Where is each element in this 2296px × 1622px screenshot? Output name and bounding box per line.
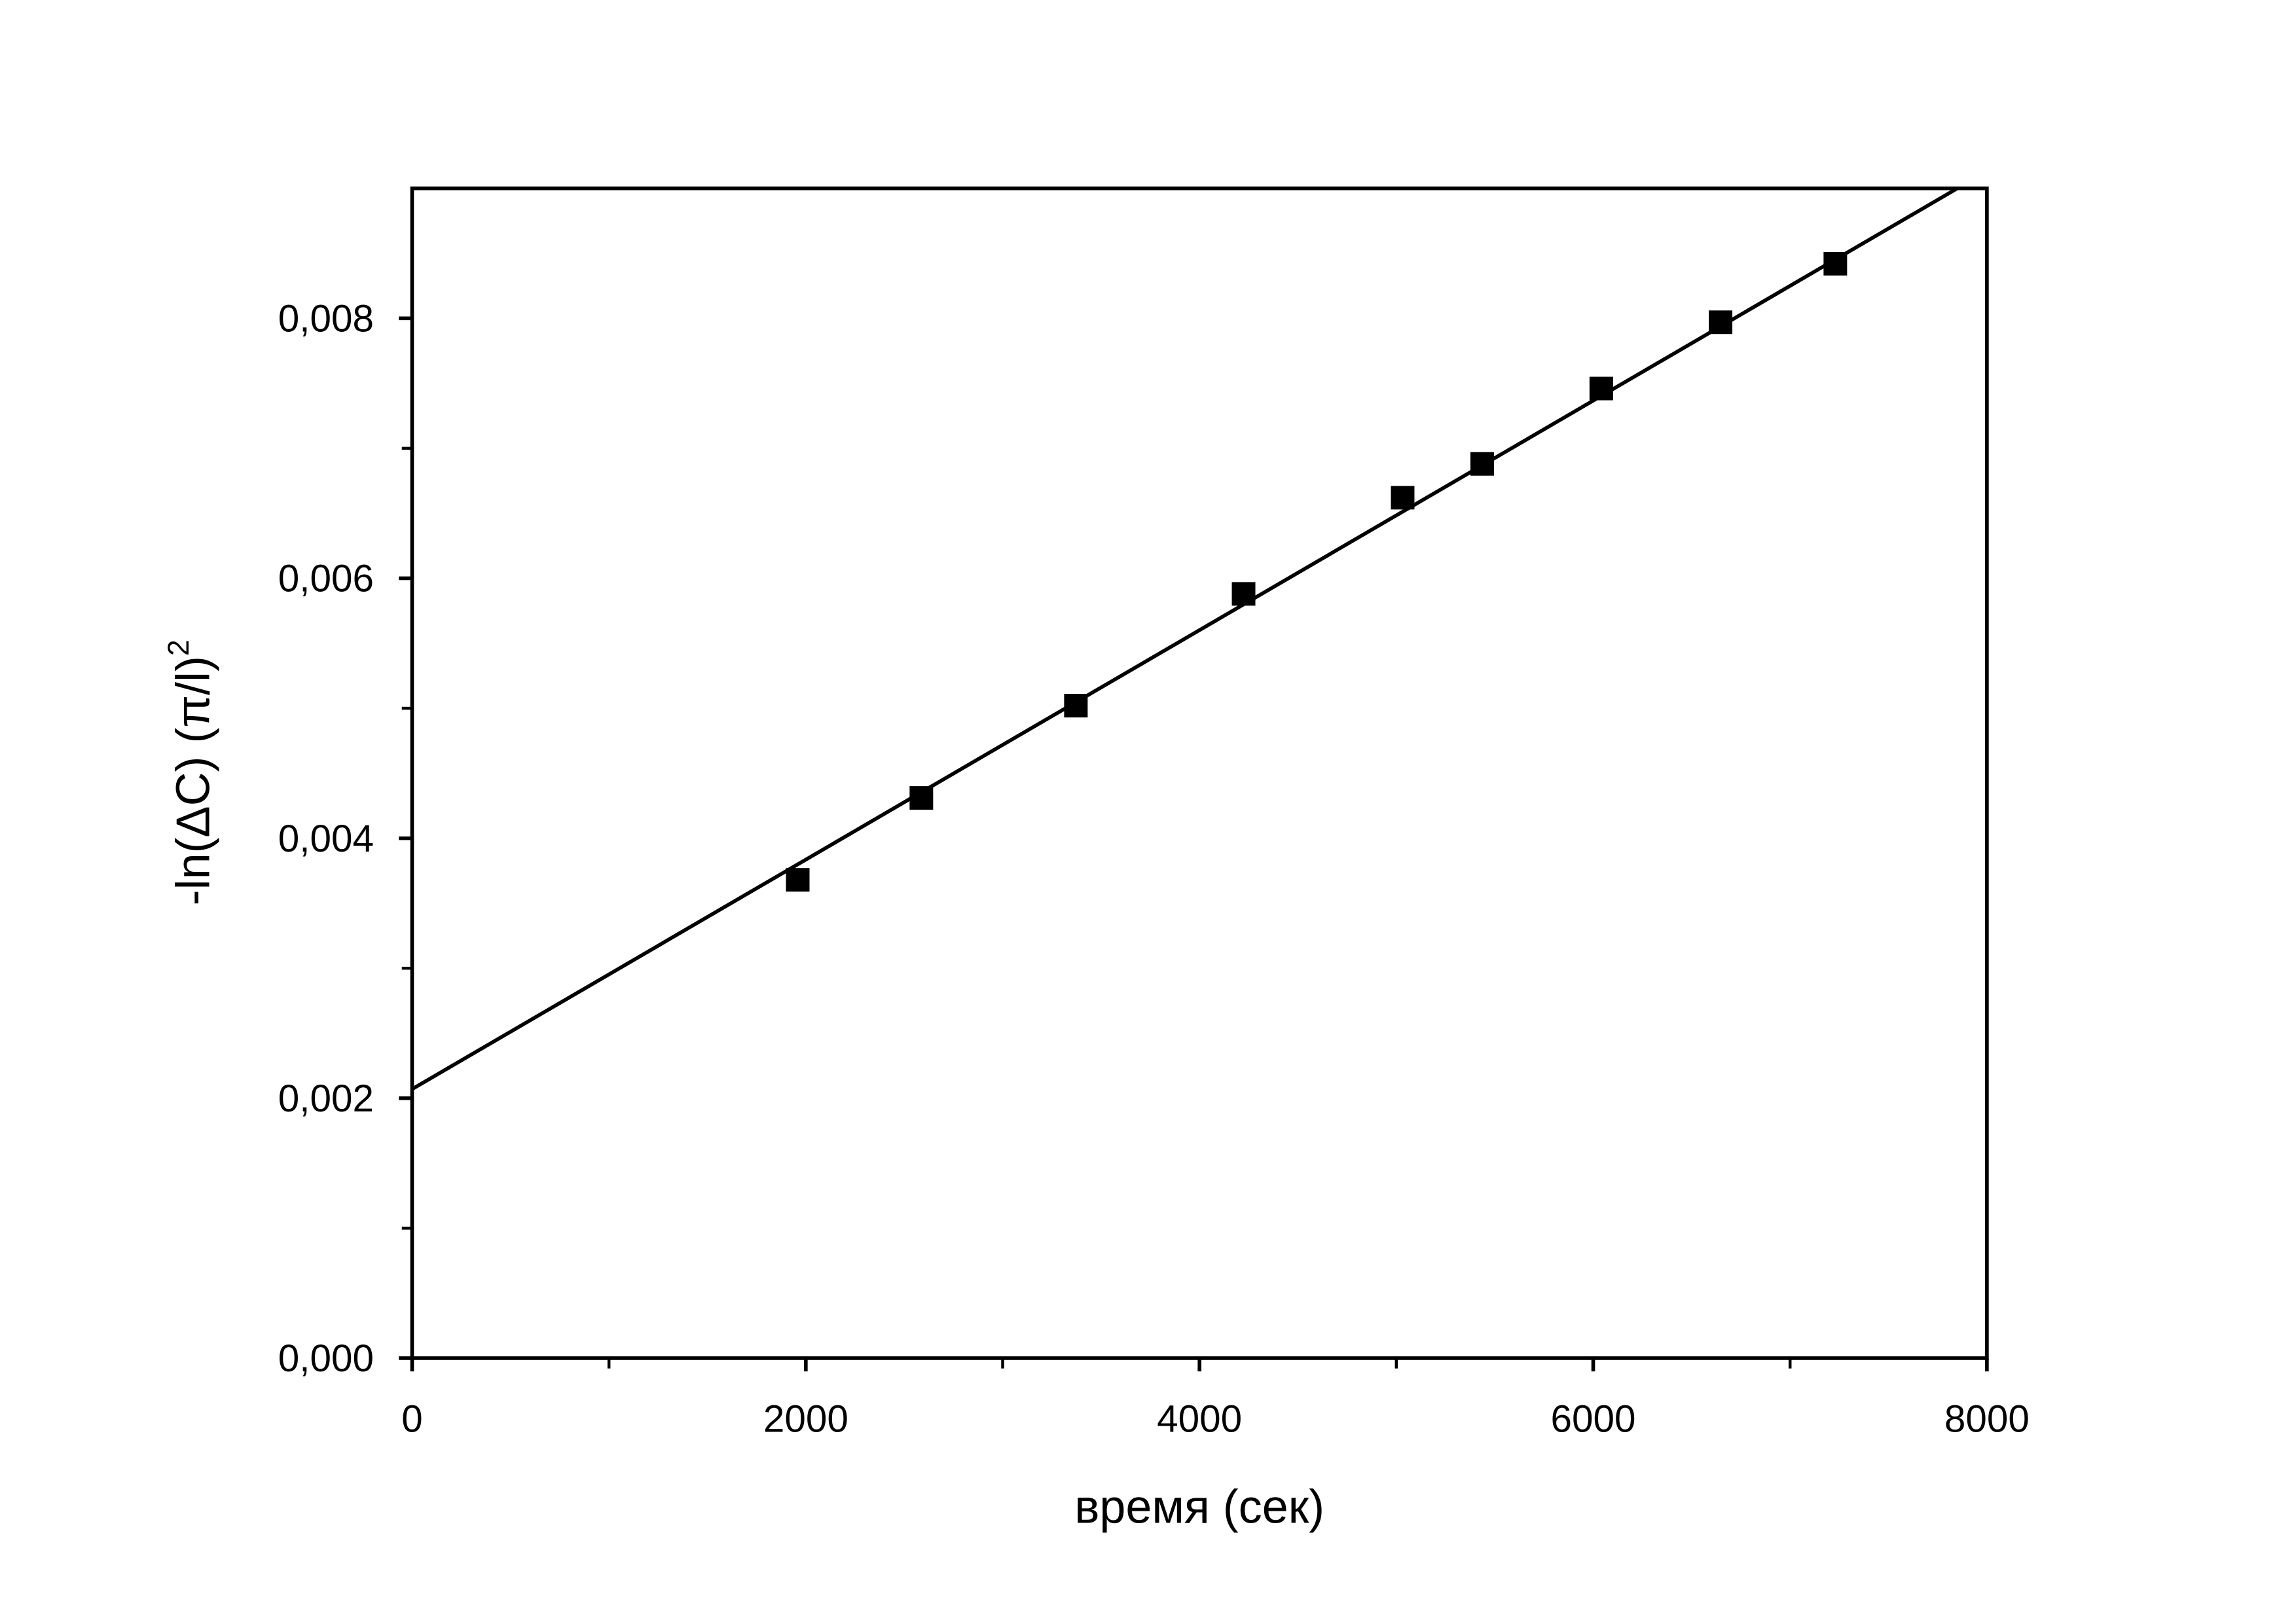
y-axis-title: -ln(ΔC) (π/l)2 [162,640,219,905]
x-tick-label: 8000 [1944,1397,2030,1440]
y-tick-label: 0,002 [278,1077,374,1120]
y-tick-label: 0,000 [278,1337,374,1380]
data-point [786,868,810,892]
x-tick-label: 0 [401,1397,423,1440]
data-point [1231,582,1256,606]
y-tick-label: 0,008 [278,298,374,340]
x-tick-label: 6000 [1551,1397,1636,1440]
fit-line [411,187,1959,1091]
y-axis-title-sup: 2 [162,640,195,656]
x-tick-label: 2000 [763,1397,848,1440]
y-axis-title-text: -ln(ΔC) (π/l) [167,656,219,905]
x-tick-label: 4000 [1157,1397,1242,1440]
x-axis-title: время (сек) [1074,1481,1324,1534]
y-tick-label: 0,004 [278,818,374,860]
y-tick-label: 0,006 [278,558,374,600]
plot-frame [410,186,1989,1360]
